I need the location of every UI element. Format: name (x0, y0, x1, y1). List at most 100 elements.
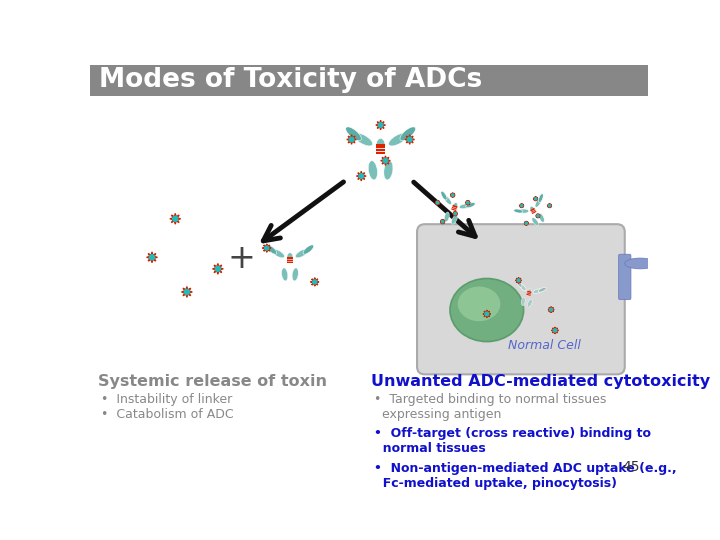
Circle shape (534, 198, 536, 200)
Circle shape (359, 174, 364, 178)
Ellipse shape (444, 212, 449, 222)
Ellipse shape (346, 127, 361, 140)
Ellipse shape (282, 268, 288, 281)
Polygon shape (552, 327, 559, 334)
Polygon shape (536, 213, 540, 218)
Ellipse shape (292, 268, 298, 281)
Ellipse shape (533, 289, 542, 293)
Ellipse shape (271, 249, 284, 258)
Ellipse shape (266, 245, 276, 254)
Ellipse shape (539, 194, 543, 202)
Polygon shape (440, 219, 445, 224)
Polygon shape (450, 193, 455, 198)
Circle shape (312, 280, 317, 284)
Text: Normal Cell: Normal Cell (508, 339, 580, 352)
Bar (526, 291, 531, 296)
Bar (287, 256, 293, 264)
Ellipse shape (530, 206, 535, 212)
Polygon shape (147, 252, 158, 262)
Ellipse shape (516, 280, 522, 287)
Ellipse shape (453, 202, 457, 210)
Polygon shape (347, 134, 356, 144)
Text: •  Non-antigen-mediated ADC uptake (e.g.,
  Fc-mediated uptake, pinocytosis): • Non-antigen-mediated ADC uptake (e.g.,… (374, 462, 676, 490)
Circle shape (378, 123, 383, 127)
Ellipse shape (458, 287, 500, 321)
Circle shape (525, 222, 528, 225)
Circle shape (383, 158, 388, 163)
Polygon shape (405, 134, 415, 144)
Polygon shape (524, 221, 528, 226)
Circle shape (521, 205, 523, 207)
Ellipse shape (518, 209, 529, 213)
Circle shape (549, 308, 553, 311)
Circle shape (517, 279, 520, 282)
Text: •  Instability of linker: • Instability of linker (101, 393, 232, 406)
Circle shape (537, 215, 539, 217)
Polygon shape (516, 278, 522, 284)
Ellipse shape (535, 198, 541, 207)
FancyBboxPatch shape (417, 224, 625, 374)
Circle shape (549, 205, 551, 207)
Text: +: + (228, 242, 255, 275)
Polygon shape (453, 211, 458, 216)
Ellipse shape (459, 204, 470, 209)
Ellipse shape (295, 249, 308, 258)
Ellipse shape (354, 133, 373, 146)
Ellipse shape (303, 245, 314, 254)
Ellipse shape (451, 215, 457, 224)
Polygon shape (435, 200, 440, 205)
Polygon shape (547, 204, 552, 208)
Circle shape (554, 329, 557, 332)
FancyBboxPatch shape (618, 254, 631, 300)
Polygon shape (170, 213, 181, 224)
Polygon shape (519, 204, 524, 208)
Circle shape (349, 137, 354, 142)
Bar (376, 144, 385, 154)
Text: Unwanted ADC-mediated cytotoxicity: Unwanted ADC-mediated cytotoxicity (371, 374, 710, 389)
Ellipse shape (539, 213, 544, 222)
Polygon shape (534, 197, 538, 201)
Circle shape (173, 216, 178, 221)
Ellipse shape (539, 287, 546, 292)
Polygon shape (212, 264, 223, 274)
Circle shape (408, 137, 412, 142)
Ellipse shape (377, 139, 385, 152)
Ellipse shape (389, 133, 408, 146)
Ellipse shape (528, 289, 531, 294)
Circle shape (454, 212, 456, 215)
Ellipse shape (625, 258, 656, 269)
Polygon shape (381, 156, 390, 165)
Ellipse shape (519, 284, 526, 291)
Ellipse shape (466, 202, 475, 208)
Bar (90, 65, 648, 96)
Ellipse shape (532, 218, 539, 226)
Ellipse shape (444, 195, 451, 205)
Polygon shape (356, 171, 366, 181)
Text: Systemic release of toxin: Systemic release of toxin (98, 374, 327, 389)
Circle shape (265, 246, 269, 250)
Circle shape (215, 266, 220, 272)
Text: •  Catabolism of ADC: • Catabolism of ADC (101, 408, 233, 421)
Ellipse shape (528, 299, 532, 307)
Ellipse shape (384, 161, 393, 180)
Circle shape (485, 312, 489, 316)
Text: Modes of Toxicity of ADCs: Modes of Toxicity of ADCs (99, 67, 482, 93)
Text: •  Off-target (cross reactive) binding to
  normal tissues: • Off-target (cross reactive) binding to… (374, 427, 651, 455)
Ellipse shape (400, 127, 415, 140)
Ellipse shape (450, 279, 523, 342)
Circle shape (467, 201, 469, 204)
Ellipse shape (521, 297, 525, 306)
Ellipse shape (287, 253, 293, 262)
Bar (530, 208, 536, 214)
Polygon shape (262, 244, 271, 252)
Polygon shape (483, 310, 490, 318)
Polygon shape (376, 120, 385, 130)
Circle shape (149, 255, 155, 260)
Text: 45: 45 (623, 461, 640, 475)
Ellipse shape (513, 209, 523, 213)
Ellipse shape (441, 191, 447, 200)
Polygon shape (181, 287, 192, 298)
Polygon shape (465, 200, 470, 205)
Polygon shape (548, 307, 554, 313)
Circle shape (436, 201, 438, 204)
